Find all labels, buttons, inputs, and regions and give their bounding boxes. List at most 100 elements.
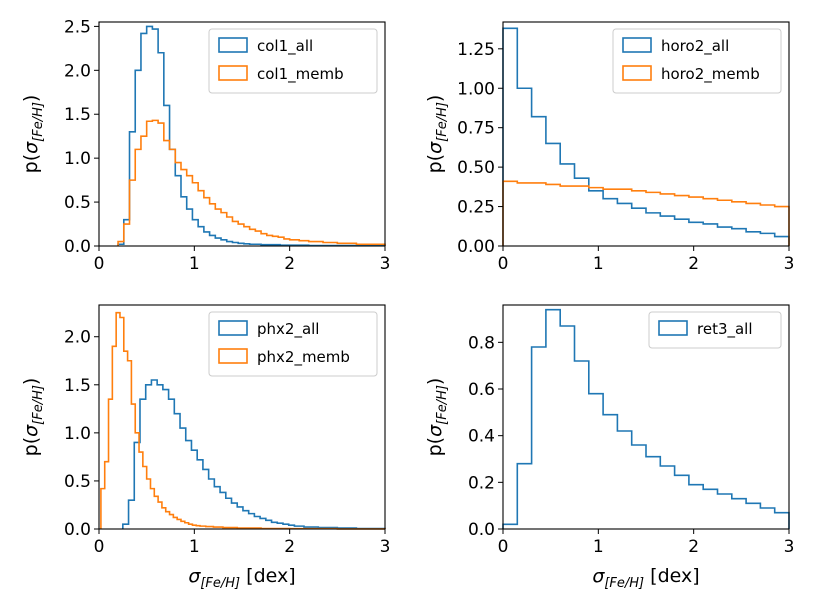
y-axis-label: p(σ[Fe/H]) bbox=[20, 378, 46, 457]
y-tick-label: 0.25 bbox=[457, 198, 495, 218]
x-axis-label-subscript: [Fe/H] bbox=[200, 576, 240, 591]
x-tick-label: 1 bbox=[593, 537, 604, 557]
legend-label-col1_all: col1_all bbox=[257, 37, 313, 56]
y-axis-label-close: ) bbox=[20, 378, 42, 385]
subplot-3: 0 1 2 30.00.51.01.52.0p(σ[Fe/H])σ[Fe/H] [de… bbox=[20, 304, 391, 591]
y-axis-label-close: ) bbox=[424, 378, 446, 385]
legend-box bbox=[208, 28, 378, 94]
legend-label-ret3_all: ret3_all bbox=[697, 320, 753, 339]
x-tick-label: 2 bbox=[284, 537, 295, 557]
y-tick-label: 1.0 bbox=[64, 424, 91, 444]
y-tick-label: 0.2 bbox=[468, 473, 495, 493]
y-axis-label-p: p( bbox=[424, 437, 446, 456]
y-axis-label: p(σ[Fe/H]) bbox=[20, 95, 46, 174]
y-tick-label: 0.50 bbox=[457, 158, 495, 178]
y-axis-label-subscript: [Fe/H] bbox=[435, 385, 450, 425]
x-tick-label: 1 bbox=[189, 537, 200, 557]
y-axis-label: p(σ[Fe/H]) bbox=[424, 378, 450, 457]
y-axis-label-close: ) bbox=[424, 95, 446, 102]
x-tick-label: 3 bbox=[380, 537, 391, 557]
y-tick-label: 1.00 bbox=[457, 79, 495, 99]
legend-swatch-ret3_all bbox=[658, 320, 688, 336]
y-axis-label-sigma: σ bbox=[20, 141, 42, 154]
y-tick-label: 1.5 bbox=[64, 376, 91, 396]
subplot-4: 0 1 2 30.00.20.40.60.8p(σ[Fe/H])σ[Fe/H] [de… bbox=[424, 304, 795, 591]
axes-frame bbox=[98, 21, 386, 247]
x-tick-label: 2 bbox=[688, 254, 699, 274]
x-tick-label: 0 bbox=[498, 537, 509, 557]
y-tick-label: 2.0 bbox=[64, 61, 91, 81]
y-tick-label: 0.6 bbox=[468, 380, 495, 400]
x-tick-label: 0 bbox=[94, 537, 105, 557]
x-tick-label: 1 bbox=[593, 254, 604, 274]
axes-frame bbox=[502, 21, 790, 247]
legend-swatch-col1_all bbox=[218, 37, 248, 53]
x-tick-label: 3 bbox=[380, 254, 391, 274]
y-axis-label-subscript: [Fe/H] bbox=[435, 102, 450, 142]
y-tick-label: 2.5 bbox=[64, 17, 91, 37]
x-tick-label: 1 bbox=[189, 254, 200, 274]
legend-box bbox=[612, 28, 782, 94]
y-tick-label: 0.0 bbox=[468, 520, 495, 540]
axes-frame bbox=[98, 304, 386, 530]
legend: horo2_all horo2_memb bbox=[612, 28, 782, 94]
y-tick-label: 0.0 bbox=[64, 237, 91, 257]
legend-swatch-horo2_memb bbox=[622, 65, 652, 81]
x-tick-label: 2 bbox=[284, 254, 295, 274]
x-axis-label: σ[Fe/H] [dex] bbox=[592, 565, 699, 591]
y-axis-label-subscript: [Fe/H] bbox=[31, 102, 46, 142]
x-axis-label: σ[Fe/H] [dex] bbox=[188, 565, 295, 591]
histogram-ret3_all bbox=[502, 308, 790, 529]
axes-frame bbox=[502, 304, 790, 530]
y-tick-label: 0.4 bbox=[468, 427, 495, 447]
subplot-2: 0 1 2 3 0.00 0.25 0.50 0.75 1.00 1.25 p(σ[Fe/H]) ho… bbox=[424, 21, 795, 274]
legend-swatch-horo2_all bbox=[622, 37, 652, 53]
x-tick-label: 3 bbox=[784, 254, 795, 274]
y-axis-label-p: p( bbox=[20, 437, 42, 456]
legend-label-horo2_memb: horo2_memb bbox=[661, 65, 760, 84]
y-axis-label: p(σ[Fe/H]) bbox=[424, 95, 450, 174]
legend-swatch-col1_memb bbox=[218, 65, 248, 81]
y-axis-label-sigma: σ bbox=[20, 424, 42, 437]
legend-label-horo2_all: horo2_all bbox=[661, 37, 729, 56]
y-tick-label: 1.25 bbox=[457, 40, 495, 60]
y-tick-label: 2.0 bbox=[64, 328, 91, 348]
legend-label-phx2_all: phx2_all bbox=[257, 320, 319, 339]
histogram-col1_memb bbox=[117, 119, 386, 246]
y-tick-label: 0.0 bbox=[64, 520, 91, 540]
y-tick-label: 0.5 bbox=[64, 193, 91, 213]
x-axis-label-subscript: [Fe/H] bbox=[604, 576, 644, 591]
x-axis-label-unit: [dex] bbox=[644, 565, 700, 587]
y-tick-label: 1.0 bbox=[64, 149, 91, 169]
y-axis-label-sigma: σ bbox=[424, 424, 446, 437]
legend: col1_all col1_memb bbox=[208, 28, 378, 94]
histogram-horo2_all bbox=[502, 27, 790, 246]
x-axis-label-sigma: σ bbox=[188, 565, 201, 587]
y-axis-label-subscript: [Fe/H] bbox=[31, 385, 46, 425]
y-tick-label: 0.8 bbox=[468, 333, 495, 353]
legend-swatch-phx2_all bbox=[218, 320, 248, 336]
y-tick-label: 1.5 bbox=[64, 105, 91, 125]
legend-box bbox=[208, 311, 378, 377]
legend: phx2_all phx2_memb bbox=[208, 311, 378, 377]
legend-label-phx2_memb: phx2_memb bbox=[257, 348, 350, 367]
y-tick-label: 0.00 bbox=[457, 237, 495, 257]
y-tick-label: 0.5 bbox=[64, 472, 91, 492]
subplot-1: 0 1 2 3 0.0 0.5 1.0 1.5 2.0 2.5 p(σ[Fe/H]) col1_all… bbox=[20, 17, 390, 274]
histogram-col1_all bbox=[117, 25, 386, 247]
x-tick-label: 3 bbox=[784, 537, 795, 557]
histogram-phx2_memb bbox=[100, 311, 386, 530]
y-axis-label-sigma: σ bbox=[424, 141, 446, 154]
x-tick-label: 0 bbox=[498, 254, 509, 274]
histogram-phx2_all bbox=[122, 379, 386, 530]
legend-swatch-phx2_memb bbox=[218, 348, 248, 364]
y-tick-label: 0.75 bbox=[457, 119, 495, 139]
x-axis-label-unit: [dex] bbox=[240, 565, 296, 587]
y-axis-label-p: p( bbox=[424, 154, 446, 173]
x-axis-label-sigma: σ bbox=[592, 565, 605, 587]
y-axis-label-close: ) bbox=[20, 95, 42, 102]
y-axis-label-p: p( bbox=[20, 154, 42, 173]
legend-label-col1_memb: col1_memb bbox=[257, 65, 344, 84]
legend: ret3_all bbox=[648, 311, 782, 349]
